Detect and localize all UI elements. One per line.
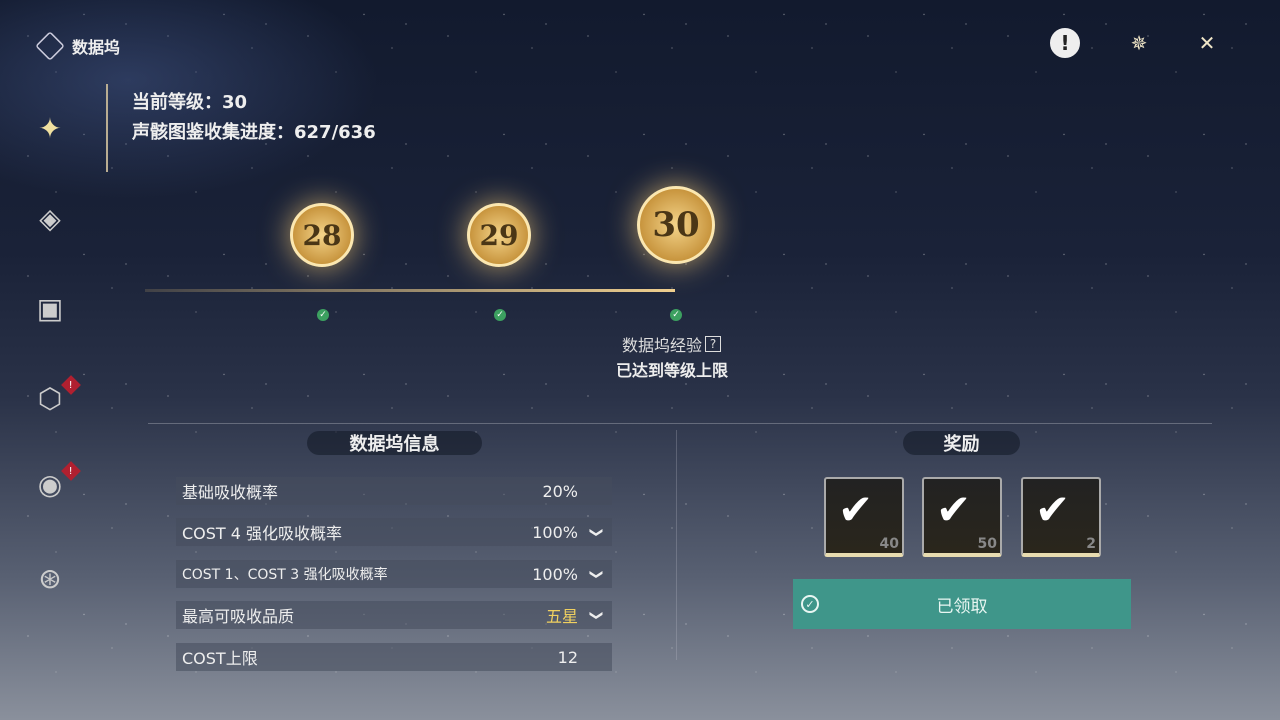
rewards-section-title: 奖励 <box>903 431 1020 455</box>
check-icon: ✓ <box>317 309 329 321</box>
reward-item[interactable]: ✔ 2 <box>1021 477 1101 557</box>
page-title: 数据坞 <box>35 31 121 61</box>
sidebar-item-data-bank[interactable]: ✦ <box>38 111 62 145</box>
chevron-down-icon[interactable]: ❯ <box>588 526 604 538</box>
reward-item[interactable]: ✔ 50 <box>922 477 1002 557</box>
claimed-check-icon: ✔ <box>936 485 972 534</box>
check-circle-icon: ✓ <box>801 595 819 613</box>
info-row[interactable]: COST 4 强化吸收概率 100% ❯ <box>176 518 612 546</box>
sidebar-item-tuning[interactable]: ◉! <box>28 461 81 506</box>
sidebar-item-sonata[interactable]: ⬡! <box>28 375 81 420</box>
close-icon[interactable]: ✕ <box>1198 31 1216 55</box>
alert-icon[interactable]: ! <box>1050 28 1080 58</box>
row-value: 100% <box>532 564 578 584</box>
vertical-divider <box>676 430 677 660</box>
collection-progress: 声骸图鉴收集进度：627/636 <box>132 122 376 143</box>
help-icon[interactable]: ? <box>705 336 722 352</box>
title-text: 数据坞 <box>72 38 121 57</box>
info-row: 基础吸收概率 20% <box>176 477 612 505</box>
level-track <box>145 289 675 292</box>
check-icon: ✓ <box>494 309 506 321</box>
reward-count: 2 <box>1086 536 1096 552</box>
check-icon: ✓ <box>670 309 682 321</box>
claimed-label: 已领取 <box>936 596 988 617</box>
row-label: COST上限 <box>182 649 258 668</box>
level-node-28[interactable]: 28 <box>290 203 354 267</box>
row-label: 最高可吸收品质 <box>182 607 295 626</box>
claimed-check-icon: ✔ <box>1035 485 1071 534</box>
info-section-title: 数据坞信息 <box>307 431 482 455</box>
exp-text: 数据坞经验 <box>622 336 703 355</box>
sidebar-item-target[interactable]: ⊛ <box>38 561 62 595</box>
row-value: 12 <box>557 647 578 667</box>
chevron-down-icon[interactable]: ❯ <box>588 568 604 580</box>
level-node-30[interactable]: 30 <box>637 186 715 264</box>
settings-icon[interactable]: ✵ <box>1130 31 1148 55</box>
section-divider <box>148 423 1212 424</box>
row-value: 五星 <box>545 607 578 626</box>
chevron-down-icon[interactable]: ❯ <box>588 609 604 621</box>
row-value: 20% <box>542 481 578 501</box>
data-bank-logo-icon <box>35 31 65 61</box>
row-label: COST 1、COST 3 强化吸收概率 <box>182 567 388 583</box>
divider <box>106 84 108 172</box>
info-row[interactable]: 最高可吸收品质 五星 ❯ <box>176 601 612 629</box>
reward-count: 40 <box>879 536 899 552</box>
sidebar-item-archive[interactable]: ▣ <box>36 291 64 325</box>
row-value: 100% <box>532 522 578 542</box>
row-label: 基础吸收概率 <box>182 483 279 502</box>
reward-count: 50 <box>977 536 997 552</box>
reward-item[interactable]: ✔ 40 <box>824 477 904 557</box>
info-row[interactable]: COST 1、COST 3 强化吸收概率 100% ❯ <box>176 560 612 588</box>
sidebar-item-echo[interactable]: ◈ <box>39 201 61 235</box>
exp-label: 数据坞经验? <box>622 332 722 356</box>
row-label: COST 4 强化吸收概率 <box>182 524 343 543</box>
level-node-29[interactable]: 29 <box>467 203 531 267</box>
max-level-text: 已达到等级上限 <box>616 361 729 380</box>
info-row: COST上限 12 <box>176 643 612 671</box>
claimed-check-icon: ✔ <box>838 485 874 534</box>
current-level: 当前等级：30 <box>132 92 248 113</box>
claimed-button[interactable]: ✓ 已领取 <box>793 579 1131 629</box>
